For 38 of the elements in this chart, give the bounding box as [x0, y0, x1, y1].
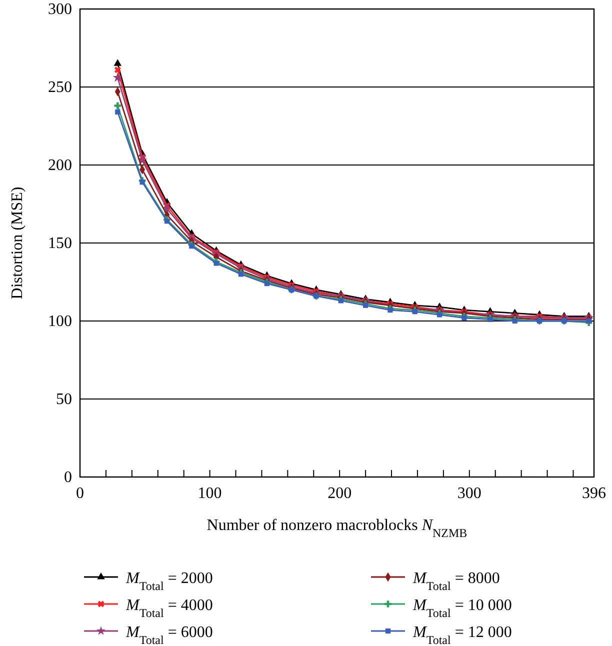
- y-axis-title: Distortion (MSE): [9, 186, 26, 300]
- legend-label: M$_{Total}$ = 2000: [125, 570, 213, 593]
- point: [140, 180, 145, 185]
- point: [462, 315, 467, 320]
- y-tick-label: 300: [48, 1, 72, 18]
- point: [114, 59, 122, 66]
- point: [238, 272, 244, 277]
- point: [189, 244, 194, 249]
- y-tick-label: 50: [56, 391, 72, 408]
- y-tick-label: 250: [48, 79, 72, 96]
- x-axis-title: Number of nonzero macroblocks N$_{NZMB}$: [206, 517, 468, 540]
- point: [114, 66, 121, 74]
- point: [114, 102, 122, 110]
- point: [363, 302, 368, 308]
- legend-label: M$_{Total}$ = 6000: [125, 624, 213, 646]
- y-tick-label: 200: [48, 157, 72, 174]
- point: [412, 309, 418, 314]
- x-tick-label: 300: [457, 485, 482, 502]
- legend-label: M$_{Total}$ = 12 000: [412, 624, 512, 646]
- point: [115, 109, 120, 115]
- y-tick-label: 150: [48, 235, 72, 252]
- y-tick-label: 100: [48, 313, 72, 330]
- legend-label: M$_{Total}$ = 4000: [125, 597, 213, 620]
- legend-label: M$_{Total}$ = 8000: [412, 570, 500, 593]
- point: [214, 260, 219, 266]
- point: [488, 316, 493, 322]
- y-tick-label: 0: [64, 469, 72, 486]
- point: [164, 218, 170, 224]
- point: [112, 72, 123, 82]
- x-tick-label: 100: [198, 485, 222, 502]
- x-tick-label: 200: [328, 485, 352, 502]
- point: [264, 281, 270, 286]
- point: [436, 312, 442, 318]
- x-tick-label: 0: [76, 485, 84, 502]
- point: [388, 308, 393, 313]
- point: [338, 298, 344, 304]
- legend-label: M$_{Total}$ = 10 000: [412, 597, 512, 620]
- x-tick-label: 396: [582, 485, 606, 502]
